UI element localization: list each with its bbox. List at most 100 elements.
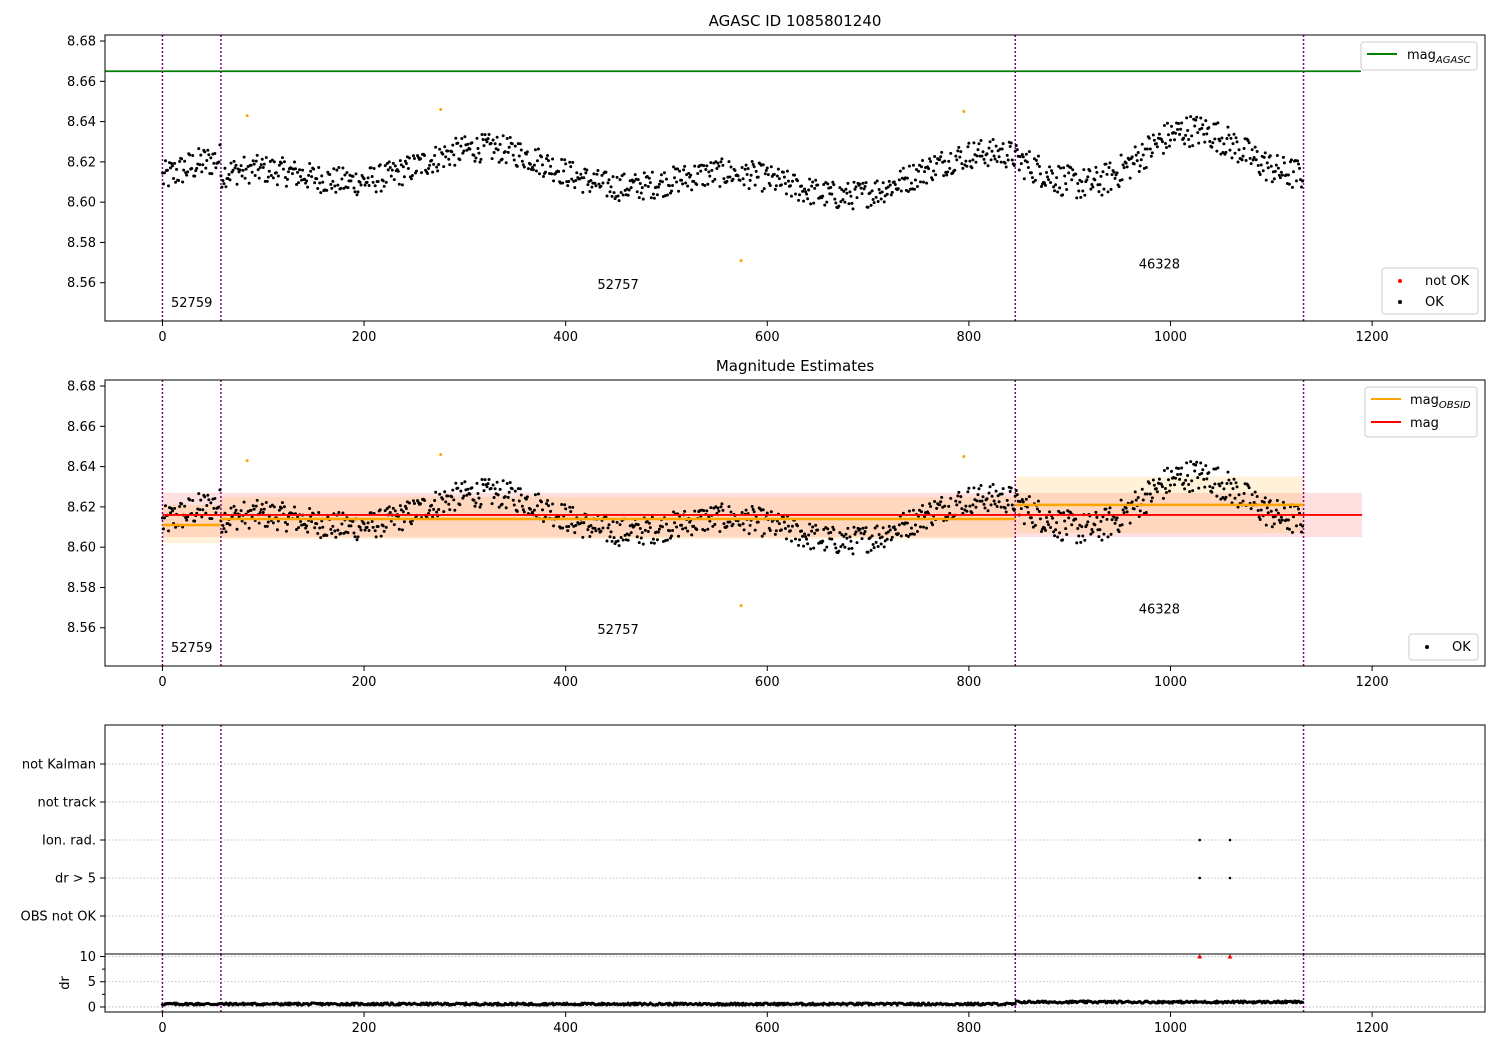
panel1-point-ok — [1020, 153, 1024, 157]
panel2-point-ok — [761, 508, 765, 512]
panel1-point-ok — [535, 159, 539, 163]
panel1-point-ok — [209, 156, 213, 160]
panel2-point-ok — [279, 506, 283, 510]
panel2-point-ok — [198, 508, 202, 512]
panel2-point-ok — [1250, 493, 1254, 497]
panel2-point-ok — [853, 532, 857, 536]
panel2-point-ok — [495, 480, 499, 484]
panel2-point-ok — [399, 508, 403, 512]
panel1-point-ok — [979, 138, 983, 142]
panel2-point-ok — [567, 524, 571, 528]
panel2-point-ok — [351, 519, 355, 523]
panel2-point-ok — [671, 528, 675, 532]
panel2-point-ok — [334, 535, 338, 539]
panel1-point-ok — [453, 163, 457, 167]
panel1-point-ok — [872, 201, 876, 205]
panel2-point-ok — [277, 508, 281, 512]
panel1-point-ok — [1094, 165, 1098, 169]
panel1-point-ok — [947, 159, 951, 163]
panel1-point-ok — [874, 195, 878, 199]
panel2-point-ok — [205, 503, 209, 507]
panel2-point-ok — [174, 525, 178, 529]
panel2-point-ok — [258, 510, 262, 514]
panel1-point-ok — [231, 168, 235, 172]
panel1-point-ok — [1122, 166, 1126, 170]
panel1-point-ok — [1161, 151, 1165, 155]
panel2-point-ok — [648, 526, 652, 530]
panel2-point-ok — [264, 500, 268, 504]
panel1-point-ok — [1155, 145, 1159, 149]
panel1-y-tick-label: 8.68 — [67, 35, 96, 50]
panel1-point-ok — [1210, 145, 1214, 149]
panel1-point-ok — [695, 183, 699, 187]
panel1-point-ok — [566, 184, 570, 188]
panel2-point-ok — [656, 530, 660, 534]
panel2-point-ok — [804, 535, 808, 539]
panel1-point-ok — [354, 172, 358, 176]
panel2-point-ok — [201, 508, 205, 512]
panel2-point-ok — [667, 529, 671, 533]
panel1-point-ok — [309, 169, 313, 173]
panel-magnitude-estimates: Magnitude Estimates 8.568.588.608.628.64… — [67, 357, 1486, 690]
panel1-point-ok — [537, 172, 541, 176]
panel1-point-ok — [1276, 166, 1280, 170]
panel1-point-ok — [217, 160, 221, 164]
panel2-point-ok — [306, 530, 310, 534]
panel1-obsid-label: 46328 — [1139, 258, 1180, 273]
panel1-point-ok — [729, 165, 733, 169]
panel1-point-ok — [901, 166, 905, 170]
panel1-point-ok — [1024, 152, 1028, 156]
panel2-point-ok — [1109, 532, 1113, 536]
panel1-point-ok — [1230, 156, 1234, 160]
panel1-point-ok — [887, 179, 891, 183]
panel1-point-ok — [266, 175, 270, 179]
panel1-point-ok — [869, 203, 873, 207]
panel1-point-ok — [1184, 133, 1188, 137]
panel2-point-ok — [609, 530, 613, 534]
panel1-point-ok — [552, 179, 556, 183]
panel1-point-ok — [261, 165, 265, 169]
panel2-point-ok — [1141, 498, 1145, 502]
panel2-point-ok — [329, 527, 333, 531]
panel1-point-ok — [190, 166, 194, 170]
panel1-point-ok — [432, 162, 436, 166]
panel2-point-ok — [677, 534, 681, 538]
panel1-point-ok — [247, 181, 251, 185]
panel1-point-ok — [1136, 150, 1140, 154]
panel1-point-ok — [861, 181, 865, 185]
panel2-point-ok — [432, 507, 436, 511]
panel1-point-ok — [864, 181, 868, 185]
panel2-point-ok — [581, 535, 585, 539]
panel2-point-ok — [1029, 516, 1033, 520]
panel1-point-ok — [1300, 185, 1304, 189]
panel1-point-ok — [620, 174, 624, 178]
panel1-point-ok — [975, 154, 979, 158]
panel2-obsid-label: 46328 — [1139, 603, 1180, 618]
panel1-point-ok — [810, 184, 814, 188]
panel1-point-ok — [920, 165, 924, 169]
panel1-point-ok — [387, 160, 391, 164]
panel1-point-ok — [533, 148, 537, 152]
panel1-point-outlier — [439, 108, 443, 112]
panel2-point-ok — [1045, 516, 1049, 520]
panel2-point-ok — [392, 523, 396, 527]
panel1-point-ok — [581, 190, 585, 194]
panel2-point-ok — [802, 544, 806, 548]
panel1-point-ok — [1034, 158, 1038, 162]
panel1-point-ok — [1255, 150, 1259, 154]
panel4-x-tick-label: 1000 — [1154, 1021, 1187, 1036]
panel1-point-ok — [811, 180, 815, 184]
panel1-point-ok — [640, 186, 644, 190]
panel2-point-ok — [635, 535, 639, 539]
panel1-point-ok — [961, 166, 965, 170]
panel2-point-ok — [765, 511, 769, 515]
panel1-frame — [104, 34, 1486, 322]
panel2-point-ok — [1215, 494, 1219, 498]
panel2-point-ok — [847, 547, 851, 551]
panel2-point-ok — [1046, 520, 1050, 524]
panel2-point-ok — [906, 534, 910, 538]
panel2-point-ok — [939, 500, 943, 504]
panel2-point-ok — [261, 510, 265, 514]
panel2-point-ok — [1026, 510, 1030, 514]
panel2-point-ok — [810, 529, 814, 533]
